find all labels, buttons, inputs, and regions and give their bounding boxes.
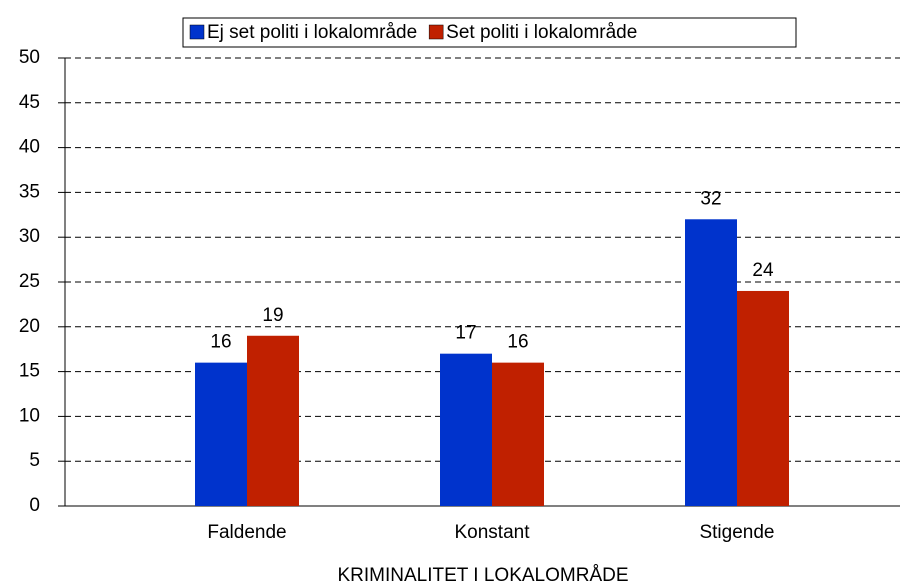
value-label: 32 — [700, 188, 721, 209]
legend-label: Set politi i lokalområde — [446, 22, 637, 43]
y-tick-label: 30 — [19, 226, 40, 247]
y-tick-label: 40 — [19, 137, 40, 158]
y-tick-label: 5 — [29, 450, 40, 471]
bar — [685, 219, 737, 506]
value-label: 17 — [455, 323, 476, 344]
x-tick-label: Faldende — [207, 522, 286, 543]
legend-swatch — [189, 24, 205, 40]
y-tick-label: 35 — [19, 181, 40, 202]
value-label: 16 — [507, 332, 528, 353]
y-tick-label: 25 — [19, 271, 40, 292]
x-tick-label: Stigende — [699, 522, 774, 543]
bar — [737, 290, 789, 506]
legend-label: Ej set politi i lokalområde — [207, 22, 417, 43]
y-tick-label: 10 — [19, 405, 40, 426]
value-label: 24 — [752, 260, 774, 281]
bar — [492, 362, 544, 506]
y-tick-label: 0 — [29, 495, 40, 516]
bar — [440, 353, 492, 506]
y-tick-label: 45 — [19, 92, 40, 113]
legend-swatch — [428, 24, 444, 40]
x-axis-title: KRIMINALITET I LOKALOMRÅDE — [337, 565, 628, 586]
bar — [195, 362, 247, 506]
y-tick-label: 20 — [19, 316, 40, 337]
legend-box — [182, 17, 797, 48]
x-tick-label: Konstant — [455, 522, 531, 543]
value-label: 16 — [210, 332, 231, 353]
y-tick-label: 50 — [19, 47, 40, 68]
value-label: 19 — [262, 305, 283, 326]
y-tick-label: 15 — [19, 361, 40, 382]
bar — [247, 335, 299, 506]
